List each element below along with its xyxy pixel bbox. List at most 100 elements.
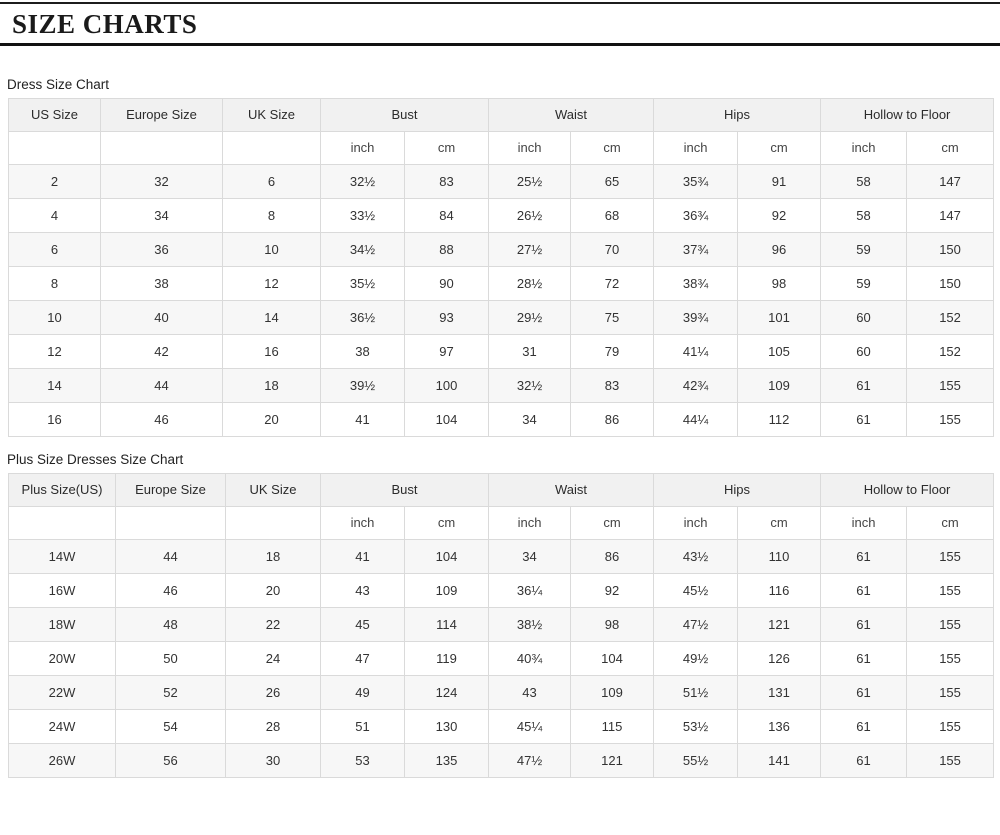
table-cell: 75 <box>570 299 655 335</box>
column-header: Bust <box>319 472 490 507</box>
unit-header: cm <box>570 505 655 540</box>
table-cell: 35¾ <box>653 163 739 199</box>
table-cell: 93 <box>403 299 490 335</box>
table-cell: 16 <box>222 333 321 369</box>
column-header: Hips <box>653 472 822 507</box>
table-row: 12 42 16 38 97 31 79 41¼ 105 60 152 <box>8 333 995 369</box>
unit-header: cm <box>737 505 822 540</box>
table-cell: 109 <box>737 367 822 403</box>
unit-header: inch <box>820 130 908 165</box>
table-cell: 34 <box>488 401 572 437</box>
table-cell: 42 <box>100 333 223 369</box>
unit-header: cm <box>906 130 995 165</box>
table-cell: 16 <box>8 401 101 437</box>
table-cell: 70 <box>570 231 655 267</box>
table-cell: 26½ <box>488 197 572 233</box>
table-cell: 105 <box>737 333 822 369</box>
table-row: 8 38 12 35½ 90 28½ 72 38¾ 98 59 150 <box>8 265 995 301</box>
empty-cell <box>100 130 223 165</box>
table-cell: 35½ <box>320 265 405 301</box>
empty-cell <box>115 505 226 540</box>
unit-header: inch <box>820 505 908 540</box>
table-cell: 18 <box>222 367 321 403</box>
table-cell: 46 <box>100 401 223 437</box>
table-cell: 155 <box>906 572 995 608</box>
table-cell: 126 <box>737 640 822 676</box>
table-cell: 61 <box>820 401 908 437</box>
table-cell: 47½ <box>488 742 572 778</box>
table-row: 16 46 20 41 104 34 86 44¼ 112 61 155 <box>8 401 995 437</box>
table-cell: 14W <box>8 538 116 574</box>
table-cell: 2 <box>8 163 101 199</box>
table-cell: 88 <box>403 231 490 267</box>
unit-header: inch <box>320 130 405 165</box>
unit-header-row: inch cm inch cm inch cm inch cm <box>8 130 995 165</box>
table-cell: 4 <box>8 197 101 233</box>
table-cell: 155 <box>906 742 995 778</box>
table-cell: 45½ <box>653 572 739 608</box>
empty-cell <box>8 130 101 165</box>
table-cell: 58 <box>820 197 908 233</box>
table-cell: 104 <box>570 640 655 676</box>
table-cell: 40 <box>100 299 223 335</box>
table-cell: 20 <box>222 401 321 437</box>
table-row: 20W 50 24 47 119 40¾ 104 49½ 126 61 155 <box>8 640 995 676</box>
table-cell: 109 <box>570 674 655 710</box>
table-row: 14 44 18 39½ 100 32½ 83 42¾ 109 61 155 <box>8 367 995 403</box>
table-row: 26W 56 30 53 135 47½ 121 55½ 141 61 155 <box>8 742 995 778</box>
table-row: 10 40 14 36½ 93 29½ 75 39¾ 101 60 152 <box>8 299 995 335</box>
table-cell: 155 <box>906 401 995 437</box>
table-cell: 26W <box>8 742 116 778</box>
table-cell: 96 <box>737 231 822 267</box>
table-cell: 135 <box>403 742 490 778</box>
table-cell: 68 <box>570 197 655 233</box>
table-cell: 51 <box>320 708 405 744</box>
table-cell: 26 <box>225 674 321 710</box>
column-header: Bust <box>319 97 490 132</box>
table-cell: 20 <box>225 572 321 608</box>
table-cell: 12 <box>222 265 321 301</box>
table-cell: 29½ <box>488 299 572 335</box>
table-cell: 44 <box>100 367 223 403</box>
column-header: Europe Size <box>115 472 226 507</box>
table-cell: 56 <box>115 742 226 778</box>
unit-header: cm <box>403 130 490 165</box>
table-cell: 53 <box>320 742 405 778</box>
table-cell: 47 <box>320 640 405 676</box>
column-header-row: Plus Size(US) Europe Size UK Size Bust Waist… <box>8 472 995 507</box>
table-cell: 61 <box>820 708 908 744</box>
table-row: 18W 48 22 45 114 38½ 98 47½ 121 61 155 <box>8 606 995 642</box>
table-row: 14W 44 18 41 104 34 86 43½ 110 61 155 <box>8 538 995 574</box>
table-cell: 92 <box>737 197 822 233</box>
table-cell: 41¼ <box>653 333 739 369</box>
table-cell: 155 <box>906 367 995 403</box>
table-cell: 155 <box>906 538 995 574</box>
table-cell: 25½ <box>488 163 572 199</box>
table-cell: 27½ <box>488 231 572 267</box>
table-cell: 28 <box>225 708 321 744</box>
table-cell: 38¾ <box>653 265 739 301</box>
unit-header: inch <box>488 505 572 540</box>
column-header: Hollow to Floor <box>820 97 995 132</box>
table-cell: 14 <box>222 299 321 335</box>
table-cell: 83 <box>403 163 490 199</box>
table-cell: 49½ <box>653 640 739 676</box>
table-cell: 34 <box>100 197 223 233</box>
table-cell: 121 <box>570 742 655 778</box>
table-cell: 38½ <box>488 606 572 642</box>
table-cell: 91 <box>737 163 822 199</box>
table-cell: 109 <box>403 572 490 608</box>
table-cell: 39½ <box>320 367 405 403</box>
table-cell: 110 <box>737 538 822 574</box>
table-cell: 10 <box>222 231 321 267</box>
table-cell: 43 <box>320 572 405 608</box>
table-cell: 31 <box>488 333 572 369</box>
unit-header: cm <box>906 505 995 540</box>
table-cell: 90 <box>403 265 490 301</box>
table-cell: 130 <box>403 708 490 744</box>
table-cell: 141 <box>737 742 822 778</box>
plus-size-chart-table: Plus Size(US) Europe Size UK Size Bust Waist… <box>8 472 995 778</box>
table-cell: 46 <box>115 572 226 608</box>
table-cell: 119 <box>403 640 490 676</box>
table-cell: 41 <box>320 401 405 437</box>
